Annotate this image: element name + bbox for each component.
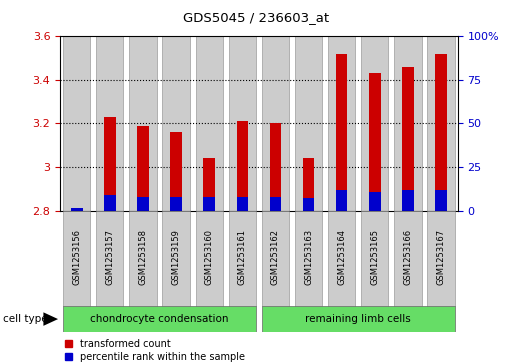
Bar xyxy=(394,211,422,307)
Bar xyxy=(104,117,116,211)
Bar xyxy=(394,36,422,211)
Text: GDS5045 / 236603_at: GDS5045 / 236603_at xyxy=(183,11,329,24)
Bar xyxy=(427,211,454,307)
Bar xyxy=(270,123,281,211)
Bar xyxy=(402,190,414,211)
Bar xyxy=(196,211,223,307)
Bar xyxy=(229,36,256,211)
Bar xyxy=(71,208,83,211)
Bar xyxy=(129,36,156,211)
Text: GSM1253163: GSM1253163 xyxy=(304,229,313,285)
Bar xyxy=(336,54,347,211)
Bar xyxy=(402,67,414,211)
Bar xyxy=(137,197,149,211)
Text: GSM1253165: GSM1253165 xyxy=(370,229,379,285)
Text: GSM1253162: GSM1253162 xyxy=(271,229,280,285)
Text: GSM1253160: GSM1253160 xyxy=(204,229,214,285)
Bar xyxy=(229,211,256,307)
Text: GSM1253164: GSM1253164 xyxy=(337,229,346,285)
Bar xyxy=(427,36,454,211)
Text: GSM1253156: GSM1253156 xyxy=(72,229,81,285)
Text: cell type: cell type xyxy=(3,314,47,324)
Bar xyxy=(328,211,355,307)
Text: GSM1253158: GSM1253158 xyxy=(139,229,147,285)
Text: remaining limb cells: remaining limb cells xyxy=(305,314,411,324)
Bar xyxy=(104,195,116,211)
Bar xyxy=(170,132,182,211)
Text: GSM1253157: GSM1253157 xyxy=(105,229,115,285)
Text: chondrocyte condensation: chondrocyte condensation xyxy=(90,314,229,324)
Legend: transformed count, percentile rank within the sample: transformed count, percentile rank withi… xyxy=(65,339,245,362)
Bar xyxy=(196,36,223,211)
Bar xyxy=(295,211,322,307)
Bar xyxy=(303,158,314,211)
Text: GSM1253166: GSM1253166 xyxy=(403,229,413,285)
Bar xyxy=(336,190,347,211)
Bar xyxy=(262,36,289,211)
Polygon shape xyxy=(43,312,58,326)
Bar xyxy=(163,36,190,211)
Bar xyxy=(270,197,281,211)
Bar xyxy=(63,306,256,332)
Bar xyxy=(369,192,381,211)
Text: GSM1253167: GSM1253167 xyxy=(437,229,446,285)
Bar xyxy=(96,36,123,211)
Bar xyxy=(236,197,248,211)
Bar xyxy=(435,54,447,211)
Bar xyxy=(203,158,215,211)
Bar xyxy=(63,36,90,211)
Bar xyxy=(170,197,182,211)
Bar xyxy=(163,211,190,307)
Bar xyxy=(435,190,447,211)
Bar xyxy=(203,197,215,211)
Bar xyxy=(295,36,322,211)
Bar xyxy=(369,73,381,211)
Bar xyxy=(303,198,314,211)
Text: GSM1253161: GSM1253161 xyxy=(238,229,247,285)
Bar xyxy=(96,211,123,307)
Bar xyxy=(361,211,389,307)
Bar xyxy=(328,36,355,211)
Bar xyxy=(63,211,90,307)
Bar xyxy=(361,36,389,211)
Bar xyxy=(137,126,149,211)
Bar xyxy=(262,306,454,332)
Bar xyxy=(71,208,83,211)
Text: GSM1253159: GSM1253159 xyxy=(172,229,180,285)
Bar xyxy=(236,121,248,211)
Bar xyxy=(129,211,156,307)
Bar xyxy=(262,211,289,307)
